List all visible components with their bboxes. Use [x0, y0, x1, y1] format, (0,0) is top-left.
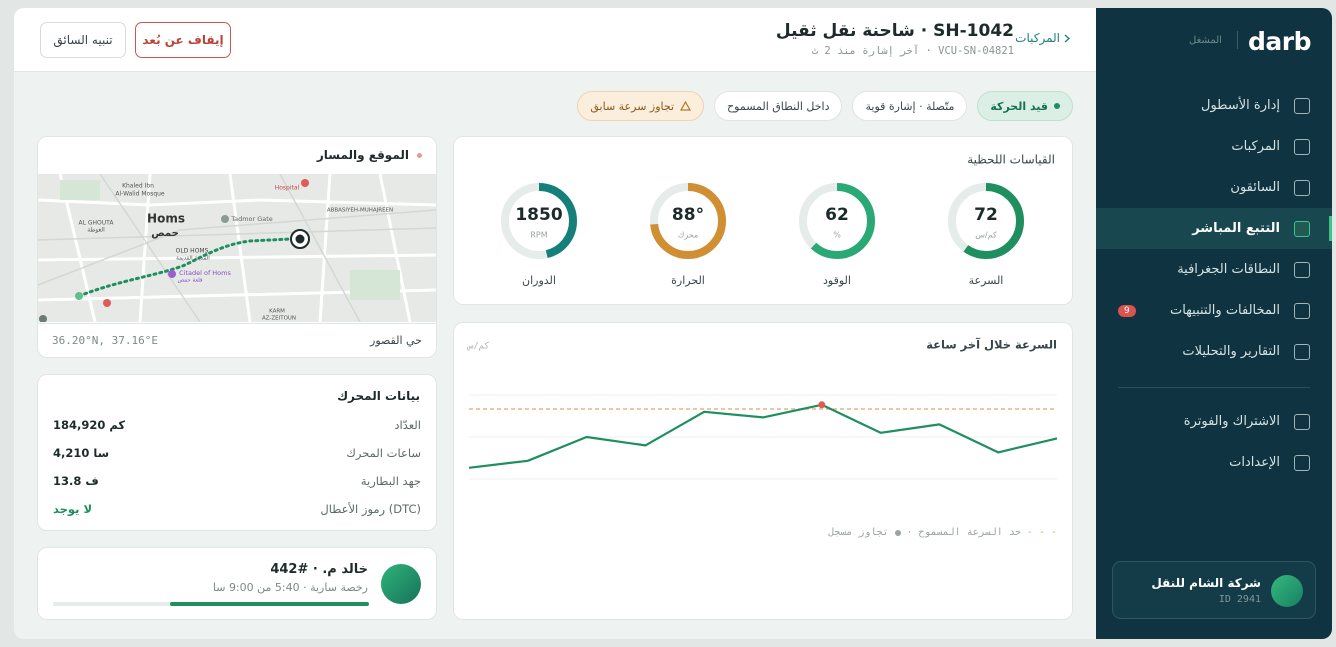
engine-title: بيانات المحرك: [337, 389, 420, 403]
nav-checkbox: [1294, 261, 1310, 278]
warning-icon: [680, 101, 692, 111]
chart-legend: - - - حد السرعة المسموح · تجاوز مسجل: [828, 527, 1057, 538]
nav-checkbox: [1294, 343, 1310, 360]
driver-license: رخصة سارية · 5:40 من 9:00 سا: [213, 581, 368, 594]
legend-dash: - - -: [1026, 527, 1057, 538]
nav-checkbox: [1294, 454, 1310, 471]
page-subtitle: VCU-SN-04821 · آخر إشارة منذ 2 ث: [811, 45, 1014, 57]
nav-divider: [1118, 387, 1310, 388]
map-card: الموقع والمسار حي القصور 36.20°N, 37.16°…: [37, 136, 437, 358]
hours-fill: [170, 602, 369, 606]
nav-checkbox: [1294, 220, 1310, 237]
hours-used: 5:40: [274, 581, 300, 594]
nav-item[interactable]: المخالفات والتنبيهات 9: [1096, 290, 1332, 331]
nav-item[interactable]: المركبات: [1096, 126, 1332, 167]
nav-label: الاشتراك والفوترة: [1183, 414, 1280, 429]
map-coords: 36.20°N, 37.16°E: [52, 334, 158, 347]
nav-item[interactable]: النطاقات الجغرافية: [1096, 249, 1332, 290]
driver-card: خالد م. · #442 رخصة سارية · 5:40 من 9:00…: [37, 547, 437, 620]
engine-row-value: لا يوجد: [53, 502, 93, 516]
legend-overspeed: تجاوز مسجل: [828, 527, 889, 538]
status-chip: قيد الحركة: [977, 91, 1073, 121]
chevron: [1064, 33, 1070, 43]
role: المشغل: [1189, 35, 1222, 46]
engine-row-label: العدّاد: [394, 418, 421, 432]
nav-item[interactable]: التتبع المباشر: [1096, 208, 1332, 249]
status-chip: متّصلة · إشارة قوية: [852, 91, 968, 121]
nav-item[interactable]: إدارة الأسطول: [1096, 85, 1332, 126]
chip-text: تجاوز سرعة سابق: [590, 99, 675, 113]
nav-label: التتبع المباشر: [1192, 221, 1280, 236]
page-title: SH-1042 · شاحنة نقل ثقيل: [775, 21, 1014, 41]
map-title-text: الموقع والمسار: [316, 148, 409, 162]
driver-name: خالد م. · #442: [270, 562, 368, 577]
engine-row-label: ساعات المحرك: [346, 446, 421, 460]
live-dot: [1054, 103, 1060, 109]
map-title: الموقع والمسار: [317, 148, 422, 162]
status-chip: داخل النطاق المسموح: [714, 91, 843, 121]
nav-item[interactable]: التقارير والتحليلات: [1096, 331, 1332, 372]
breadcrumb[interactable]: المركبات: [1015, 31, 1070, 45]
company-avatar: [1271, 575, 1303, 607]
nav-checkbox: [1294, 97, 1310, 114]
gauges-card: [453, 136, 1073, 305]
company-name: شركة الشام للنقل: [1151, 576, 1261, 590]
legend-sep: ·: [906, 527, 913, 538]
nav-item[interactable]: الإعدادات: [1096, 442, 1332, 483]
chip-text: قيد الحركة: [990, 99, 1048, 113]
engine-row: ساعات المحرك 4,210 سا: [53, 446, 421, 460]
company-id: ID 2941: [1218, 594, 1261, 605]
nav-label: المركبات: [1231, 139, 1280, 154]
nav-checkbox: [1294, 413, 1310, 430]
engine-row: العدّاد 184,920 كم: [53, 418, 421, 432]
engine-row-label: جهد البطارية: [360, 474, 421, 488]
nav-label: التقارير والتحليلات: [1182, 344, 1280, 359]
remote-stop-button[interactable]: إيقاف عن بُعد: [135, 22, 231, 58]
engine-card: بيانات المحرك: [37, 374, 437, 531]
engine-row: رموز الأعطال (DTC) لا يوجد: [53, 502, 421, 516]
nav-checkbox: [1294, 302, 1310, 319]
nav-checkbox: [1294, 138, 1310, 155]
engine-row-label: رموز الأعطال (DTC): [320, 502, 421, 516]
brand: darb: [1248, 27, 1312, 56]
status-chip: تجاوز سرعة سابق: [577, 91, 705, 121]
nav-label: المخالفات والتنبيهات: [1169, 303, 1280, 318]
brand-separator: [1237, 31, 1238, 49]
map-place: حي القصور: [370, 334, 422, 347]
license-status: رخصة سارية ·: [303, 581, 368, 594]
nav-label: الإعدادات: [1229, 455, 1280, 470]
divider: [38, 323, 436, 324]
dot: [417, 152, 422, 158]
nav-item[interactable]: السائقون: [1096, 167, 1332, 208]
nav-label: إدارة الأسطول: [1201, 98, 1280, 113]
engine-row-value: 184,920 كم: [53, 418, 126, 432]
engine-row-value: 4,210 سا: [53, 446, 110, 460]
engine-row-value: 13.8 ف: [53, 474, 99, 488]
company-card[interactable]: شركة الشام للنقل ID 2941: [1112, 561, 1316, 619]
chip-text: داخل النطاق المسموح: [727, 99, 830, 113]
nav-checkbox: [1294, 179, 1310, 196]
engine-row: جهد البطارية 13.8 ف: [53, 474, 421, 488]
breadcrumb-link[interactable]: المركبات: [1015, 31, 1060, 45]
hours-limit: 9:00: [228, 581, 254, 594]
sidebar: [1096, 8, 1332, 639]
nav-item[interactable]: الاشتراك والفوترة: [1096, 401, 1332, 442]
legend-limit: حد السرعة المسموح: [918, 527, 1021, 538]
hours-unit: سا: [212, 581, 226, 594]
hours-track: [53, 602, 369, 606]
speed-chart-card: [453, 322, 1073, 620]
nav-badge: 9: [1118, 304, 1136, 317]
hours-of: من: [257, 581, 272, 594]
legend-dot: [894, 529, 901, 536]
driver-avatar: [381, 564, 421, 604]
status-chips: قيد الحركة متّصلة · إشارة قوية داخل النطاق…: [577, 91, 1073, 121]
nav-label: السائقون: [1230, 180, 1280, 195]
alert-driver-button[interactable]: تنبيه السائق: [40, 22, 126, 58]
nav-label: النطاقات الجغرافية: [1177, 262, 1280, 277]
chip-text: متّصلة · إشارة قوية: [865, 99, 955, 113]
